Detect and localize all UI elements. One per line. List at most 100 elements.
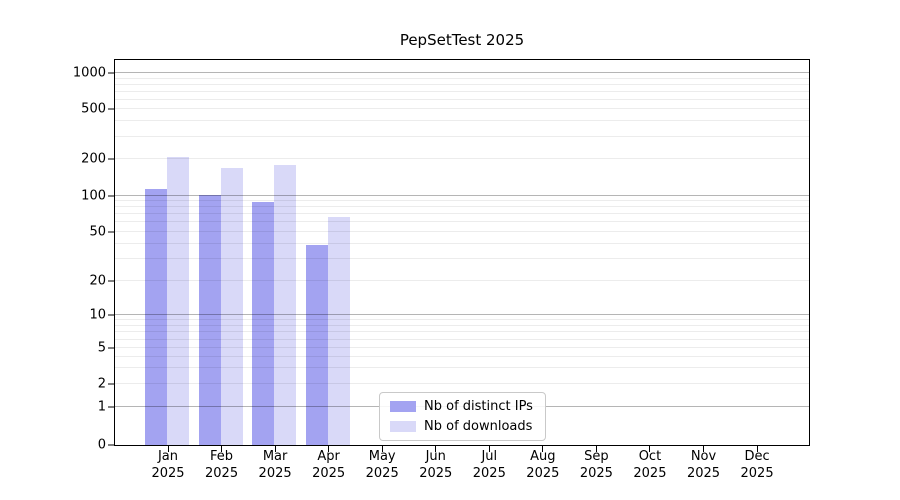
y-axis: 0 1 2 5 10 20 50 100 200 500 1000 (73, 60, 809, 452)
x-tick-month: May (368, 449, 396, 464)
gridline-minor (115, 120, 809, 122)
x-tick-mark (542, 446, 544, 452)
x-tick-label: Jan 2025 (136, 449, 200, 482)
x-tick-year: 2025 (312, 465, 346, 481)
gridline-minor (115, 90, 809, 92)
x-tick-label: Apr 2025 (297, 449, 361, 482)
y-tick-mark (108, 158, 114, 160)
x-tick-mark (328, 446, 330, 452)
y-tick-label: 50 (89, 224, 106, 240)
x-tick-mark (221, 446, 223, 452)
gridline-minor (115, 107, 809, 109)
x-tick-year: 2025 (633, 465, 667, 481)
x-tick-label: Mar 2025 (243, 449, 307, 482)
x-tick-label: May 2025 (350, 449, 414, 482)
bar-distinct-ips (305, 245, 328, 445)
gridline-minor (115, 318, 809, 320)
y-tick-label: 100 (81, 188, 106, 204)
gridline-minor (115, 347, 809, 349)
x-tick-year: 2025 (258, 465, 292, 481)
x-tick-month: Jul (481, 449, 498, 464)
legend-swatch (390, 421, 416, 432)
y-tick-label: 20 (89, 273, 106, 289)
y-tick-mark (108, 314, 114, 316)
x-tick-label: Jul 2025 (457, 449, 521, 482)
x-tick-month: Jun (425, 449, 446, 464)
x-tick-month: Oct (638, 449, 662, 464)
gridline-minor (115, 338, 809, 340)
legend-entry: Nb of distinct IPs (390, 398, 533, 415)
plot-area: 0 1 2 5 10 20 50 100 200 500 1000 Jan 2025 Feb 2025 Ma… (73, 59, 810, 481)
gridline-minor (115, 213, 809, 215)
gridline-major (115, 194, 809, 196)
bar-downloads (167, 156, 189, 445)
x-tick-year: 2025 (151, 465, 185, 481)
x-tick-month: Jan (157, 449, 179, 464)
legend-label: Nb of distinct IPs (424, 399, 533, 414)
gridline-minor (115, 331, 809, 333)
bar-downloads (220, 167, 243, 445)
x-tick-month: Feb (210, 449, 234, 464)
gridline-minor (115, 200, 809, 202)
bar-distinct-ips (198, 194, 221, 445)
y-tick-label: 200 (81, 151, 106, 167)
x-tick-month: Nov (690, 449, 717, 464)
gridline-minor (115, 98, 809, 100)
y-tick-label: 2 (97, 376, 106, 392)
gridline-minor (115, 242, 809, 244)
bar-distinct-ips (145, 189, 167, 445)
gridline-major (115, 313, 809, 315)
gridline-minor (115, 136, 809, 138)
gridline-minor (115, 324, 809, 326)
x-tick-mark (381, 446, 383, 452)
x-tick-label: Jun 2025 (404, 449, 468, 482)
x-tick-month: Mar (262, 449, 288, 464)
bars-layer (115, 60, 809, 445)
chart-title: PepSetTest 2025 (399, 31, 525, 49)
y-tick-mark (108, 383, 114, 385)
gridline-minor (115, 258, 809, 260)
x-tick-mark (274, 446, 276, 452)
y-tick-label: 5 (97, 340, 106, 356)
gridline-minor (115, 231, 809, 233)
x-tick-label: Oct 2025 (618, 449, 682, 482)
y-tick-mark (108, 444, 114, 446)
gridline-minor (115, 279, 809, 281)
x-tick-year: 2025 (472, 465, 506, 481)
x-tick-year: 2025 (526, 465, 560, 481)
x-tick-mark (435, 446, 437, 452)
legend-swatch (390, 401, 416, 412)
x-tick-label: Dec 2025 (725, 449, 789, 482)
legend: Nb of distinct IPs Nb of downloads (379, 392, 546, 441)
x-axis: Jan 2025 Feb 2025 Mar 2025 Apr 2025 May 2025 Jun 20… (115, 60, 809, 481)
gridline-minor (115, 356, 809, 358)
x-tick-mark (756, 446, 758, 452)
legend-label: Nb of downloads (424, 419, 533, 434)
gridline-minor (115, 77, 809, 79)
legend-entry: Nb of downloads (390, 418, 533, 435)
x-tick-month: Dec (744, 449, 770, 464)
x-tick-label: Sep 2025 (564, 449, 628, 482)
x-tick-mark (595, 446, 597, 452)
bar-distinct-ips (252, 201, 275, 445)
x-tick-mark (649, 446, 651, 452)
x-tick-year: 2025 (205, 465, 239, 481)
y-tick-mark (108, 406, 114, 408)
y-tick-label: 1 (97, 399, 106, 415)
bar-downloads (327, 217, 350, 445)
y-tick-mark (108, 108, 114, 110)
y-tick-mark (108, 72, 114, 74)
x-tick-label: Nov 2025 (672, 449, 736, 482)
x-tick-year: 2025 (419, 465, 453, 481)
y-tick-label: 10 (89, 307, 106, 323)
gridline-major (115, 72, 809, 74)
bar-downloads (274, 164, 297, 445)
y-tick-mark (108, 195, 114, 197)
x-tick-year: 2025 (740, 465, 774, 481)
gridline-minor (115, 206, 809, 208)
x-tick-year: 2025 (365, 465, 399, 481)
x-tick-mark (488, 446, 490, 452)
y-tick-label: 500 (81, 101, 106, 117)
x-tick-year: 2025 (579, 465, 613, 481)
